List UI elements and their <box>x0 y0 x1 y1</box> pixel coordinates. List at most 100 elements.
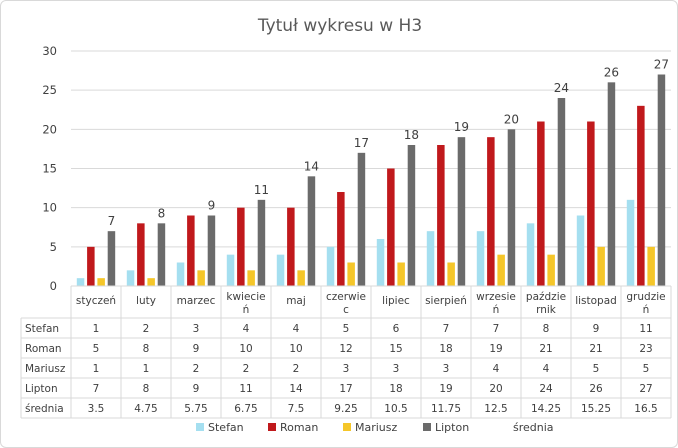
bar-mariusz <box>147 278 155 286</box>
bar-roman <box>437 145 445 286</box>
legend-label: średnia <box>513 421 554 434</box>
bar-stefan <box>326 246 335 286</box>
bar-lipton <box>307 176 316 286</box>
legend-label: Mariusz <box>355 421 398 434</box>
bar-roman <box>487 137 495 286</box>
bar-roman <box>387 168 395 286</box>
bar-stefan <box>76 278 85 286</box>
y-tick-label: 15 <box>42 162 57 176</box>
bar-stefan <box>176 262 185 286</box>
y-axis: 0 5 10 15 20 25 30 <box>42 44 57 293</box>
table-series-name: Stefan <box>25 323 59 335</box>
table-cell: 8 <box>143 343 150 355</box>
bar-mariusz <box>97 278 105 286</box>
bar-roman <box>137 223 145 286</box>
category-label: luty <box>136 295 156 307</box>
y-tick-label: 20 <box>42 122 57 136</box>
table-cell: 11.75 <box>431 403 461 415</box>
data-labels: 7 8 9 11 14 17 18 19 20 24 26 27 <box>108 58 669 229</box>
table-cell: 3 <box>343 363 350 375</box>
bar-stefan <box>576 215 585 286</box>
bar-mariusz <box>447 262 455 286</box>
bars <box>76 74 666 286</box>
bar-mariusz <box>647 246 655 286</box>
table-cell: 14 <box>289 383 303 395</box>
bar-stefan <box>476 231 485 286</box>
table-cell: 3 <box>393 363 400 375</box>
table-cell: 27 <box>639 383 652 395</box>
category-label: marzec <box>177 295 216 307</box>
legend-swatch-mariusz <box>343 423 351 431</box>
category-label: styczeń <box>76 295 116 307</box>
bar-stefan <box>426 231 435 286</box>
table-cell: 14.25 <box>531 403 561 415</box>
data-label-lipton: 20 <box>504 112 519 126</box>
data-label-lipton: 27 <box>654 58 669 72</box>
bar-stefan <box>626 199 635 286</box>
table-cell: 7.5 <box>288 403 305 415</box>
table-cell: 4 <box>293 323 300 335</box>
table-cell: 15.25 <box>581 403 611 415</box>
table-cell: 15 <box>389 343 402 355</box>
chart-title: Tytuł wykresu w H3 <box>257 16 422 36</box>
table-cell: 4 <box>543 363 550 375</box>
table-series-name: Lipton <box>25 383 58 395</box>
bar-mariusz <box>197 270 205 286</box>
table-cell: 10 <box>289 343 302 355</box>
data-label-lipton: 14 <box>304 159 319 173</box>
y-tick-label: 25 <box>42 83 57 97</box>
table-series-name: Mariusz <box>25 363 66 375</box>
category-label: paździe rnik <box>526 291 566 316</box>
table-cell: 5 <box>343 323 350 335</box>
table-cell: 4.75 <box>134 403 157 415</box>
table-cell: 26 <box>589 383 603 395</box>
legend-swatch-lipton <box>423 423 431 431</box>
table-cell: 21 <box>589 343 602 355</box>
table-cell: 2 <box>243 363 250 375</box>
table-cell: 3.5 <box>88 403 105 415</box>
category-label: maj <box>286 295 306 307</box>
table-cell: 7 <box>493 323 500 335</box>
table-cell: 16.5 <box>634 403 657 415</box>
y-tick-label: 0 <box>50 279 57 293</box>
table-cell: 20 <box>489 383 502 395</box>
legend-label: Roman <box>280 421 318 434</box>
table-cell: 5 <box>643 363 650 375</box>
data-table: styczeń luty marzec kwiecie ń maj czerwie c lipi… <box>20 285 672 419</box>
legend-label: Lipton <box>435 421 469 434</box>
table-cell: 17 <box>339 383 352 395</box>
data-label-lipton: 18 <box>404 128 419 142</box>
table-cell: 10.5 <box>384 403 407 415</box>
category-label: czerwie c <box>326 291 366 316</box>
bar-lipton <box>457 137 466 286</box>
gridlines <box>71 50 671 248</box>
table-cell: 12 <box>339 343 352 355</box>
data-label-lipton: 26 <box>604 65 619 79</box>
table-cell: 2 <box>293 363 300 375</box>
table-cell: 3 <box>193 323 200 335</box>
table-cell: 10 <box>239 343 252 355</box>
table-cell: 18 <box>439 343 452 355</box>
table-cell: 4 <box>243 323 250 335</box>
table-cell: 6 <box>393 323 400 335</box>
table-cell: 7 <box>93 383 100 395</box>
bar-lipton <box>207 215 216 286</box>
bar-stefan <box>126 270 135 286</box>
bar-lipton <box>157 223 166 286</box>
category-label: listopad <box>575 295 617 307</box>
category-label: kwiecie ń <box>226 291 265 316</box>
category-label: wrzesie ń <box>476 291 516 316</box>
legend-label: Stefan <box>208 421 244 434</box>
bar-lipton <box>357 152 366 286</box>
data-label-lipton: 17 <box>354 136 369 150</box>
table-cell: 24 <box>539 383 553 395</box>
table-cell: 6.75 <box>234 403 257 415</box>
category-label: lipiec <box>382 295 410 307</box>
bar-lipton <box>507 129 516 286</box>
data-label-lipton: 24 <box>554 81 569 95</box>
table-cell: 7 <box>443 323 450 335</box>
data-label-lipton: 11 <box>254 183 269 197</box>
y-tick-label: 30 <box>42 44 57 58</box>
table-cell: 2 <box>193 363 200 375</box>
